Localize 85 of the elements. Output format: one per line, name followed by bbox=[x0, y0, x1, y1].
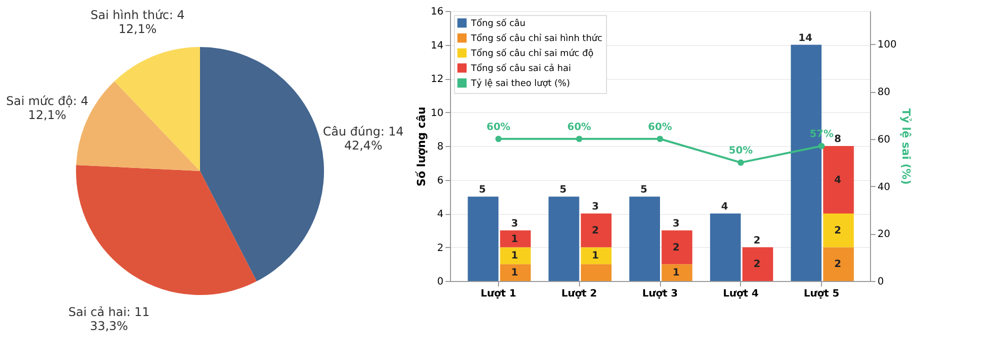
bar bbox=[823, 214, 854, 248]
bar bbox=[662, 264, 692, 281]
slice-label: Sai mức độ: 4 bbox=[6, 94, 88, 108]
bar bbox=[823, 146, 854, 214]
y-tick-label: 0 bbox=[437, 276, 444, 288]
y-tick-label: 4 bbox=[437, 209, 444, 220]
data-label: 2 bbox=[834, 225, 842, 236]
slice-label: Sai hình thức: 4 bbox=[90, 8, 185, 22]
data-label: 4 bbox=[721, 202, 728, 212]
data-label: 12,1% bbox=[28, 108, 66, 122]
y2-axis-title: Tỷ lệ sai (%) bbox=[900, 108, 913, 185]
y2-tick-label: 20 bbox=[878, 229, 890, 240]
legend-label: Tổng số câu chỉ sai hình thức bbox=[470, 33, 602, 44]
bar bbox=[580, 264, 612, 281]
y-tick-label: 14 bbox=[430, 40, 444, 52]
data-label: 5 bbox=[640, 184, 648, 196]
y-tick-label: 6 bbox=[437, 175, 444, 186]
bar bbox=[500, 247, 531, 264]
point bbox=[656, 136, 664, 142]
y-tick-label: 12 bbox=[430, 74, 444, 85]
data-label: 1 bbox=[511, 250, 518, 262]
pie-slice bbox=[76, 81, 200, 171]
data-label: 60% bbox=[648, 122, 672, 133]
pie-slice bbox=[76, 164, 257, 295]
bar bbox=[580, 214, 612, 248]
annotation: 2 bbox=[753, 259, 760, 270]
slice-label: Câu đúng: 14 bbox=[322, 124, 404, 138]
y2-tick-label: 0 bbox=[878, 276, 884, 288]
bar bbox=[580, 247, 612, 264]
data-label: 5 bbox=[478, 184, 486, 196]
point bbox=[576, 136, 582, 142]
legend-label: Tổng số câu bbox=[470, 18, 526, 29]
legend-label: Tổng số câu chỉ sai mức độ bbox=[470, 48, 594, 59]
bar bbox=[468, 196, 498, 281]
data-label: 1 bbox=[511, 268, 518, 279]
y-tick-label: 16 bbox=[430, 6, 444, 18]
x-tick-label: Lượt 1 bbox=[480, 288, 516, 300]
data-label: 12,1% bbox=[118, 22, 157, 36]
point bbox=[495, 136, 502, 142]
bar bbox=[500, 230, 531, 248]
data-label: 14 bbox=[798, 32, 812, 44]
data-label: 33,3% bbox=[90, 319, 128, 334]
pie-slice bbox=[200, 47, 324, 282]
data-label: 42,4% bbox=[344, 138, 382, 152]
legend-label: Tỷ lệ sai theo lượt (%) bbox=[470, 78, 570, 89]
x-tick-label: Lượt 5 bbox=[804, 288, 840, 300]
y-axis-title: Số lượng câu bbox=[414, 106, 428, 186]
x-tick-label: Lượt 2 bbox=[561, 288, 598, 300]
slice-label: Sai cả hai: 11 bbox=[68, 305, 150, 320]
x-tick-label: Lượt 4 bbox=[722, 288, 759, 300]
data-label: 2 bbox=[672, 242, 680, 254]
bar bbox=[548, 196, 580, 281]
bar bbox=[662, 230, 692, 264]
annotation: 3 bbox=[511, 218, 518, 230]
data-label: 50% bbox=[728, 146, 753, 157]
y-tick-label: 10 bbox=[430, 108, 444, 119]
bar bbox=[710, 214, 741, 281]
y2-tick-label: 100 bbox=[878, 40, 897, 51]
data-label: 60% bbox=[567, 122, 592, 133]
x-tick-label: Lượt 3 bbox=[642, 288, 678, 300]
annotation: 8 bbox=[834, 134, 842, 145]
point bbox=[818, 142, 825, 150]
data-label: 2 bbox=[753, 235, 760, 246]
data-label: 4 bbox=[834, 174, 842, 186]
data-label: 60% bbox=[486, 122, 510, 133]
data-label: 1 bbox=[511, 234, 518, 245]
pie-slice bbox=[114, 47, 200, 171]
point bbox=[738, 159, 744, 166]
data-label: 5 bbox=[560, 184, 567, 196]
data-label: 2 bbox=[834, 259, 842, 270]
y-tick-label: 8 bbox=[437, 142, 444, 152]
data-label: 2 bbox=[592, 225, 599, 236]
legend-label: Tổng số câu sai cả hai bbox=[470, 63, 571, 74]
data-label: 1 bbox=[592, 250, 599, 262]
bar bbox=[629, 196, 660, 281]
bar bbox=[742, 247, 774, 281]
annotation: 3 bbox=[672, 218, 680, 230]
y2-tick-label: 40 bbox=[878, 182, 890, 193]
data-label: 1 bbox=[672, 268, 680, 279]
annotation: 3 bbox=[592, 202, 599, 212]
y2-tick-label: 60 bbox=[878, 134, 890, 146]
bar bbox=[823, 247, 854, 281]
y2-tick-label: 80 bbox=[878, 87, 890, 98]
bar bbox=[500, 264, 531, 281]
y-tick-label: 2 bbox=[437, 242, 444, 254]
